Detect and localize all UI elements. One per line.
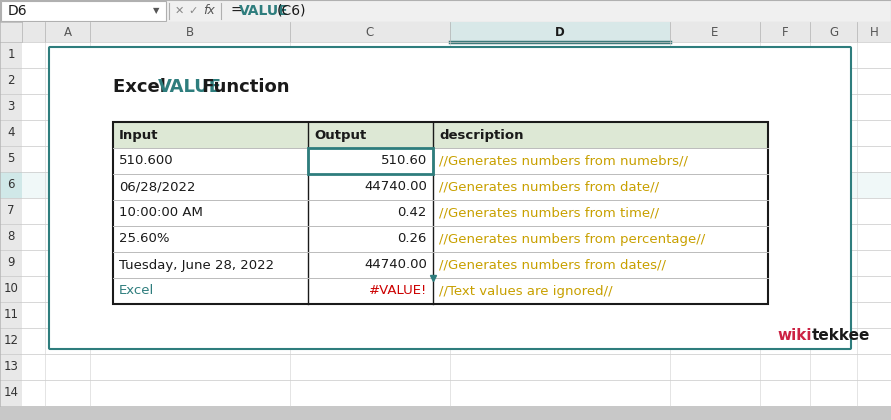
Text: 11: 11 [4,309,19,321]
Text: description: description [439,129,524,142]
Bar [0,146,22,172]
Text: F: F [781,26,789,39]
Text: 4: 4 [7,126,15,139]
Text: 06/28/2022: 06/28/2022 [119,181,195,194]
Text: //Generates numbers from percentage//: //Generates numbers from percentage// [439,233,706,246]
Bar [0,198,22,224]
Text: ▼: ▼ [152,6,159,16]
Text: 25.60%: 25.60% [119,233,169,246]
Text: 10:00:00 AM: 10:00:00 AM [119,207,203,220]
Text: 1: 1 [7,48,15,61]
Text: 44740.00: 44740.00 [364,258,427,271]
Bar [0,172,22,198]
Text: 44740.00: 44740.00 [364,181,427,194]
Bar [450,22,670,42]
Bar [0,302,22,328]
Text: ✓: ✓ [188,6,198,16]
Bar [0,250,22,276]
Bar [0,68,22,94]
Bar [1,1,166,21]
Text: 10: 10 [4,283,19,296]
Text: 6: 6 [7,178,15,192]
Text: tekkee: tekkee [812,328,871,342]
Text: wiki: wiki [778,328,812,342]
Text: Function: Function [195,78,289,96]
Bar [113,122,768,304]
Bar [0,0,891,22]
Text: G: G [829,26,838,39]
Text: //Generates numbers from date//: //Generates numbers from date// [439,181,659,194]
Bar [0,42,22,68]
Text: Excel: Excel [119,284,154,297]
Text: 0.42: 0.42 [397,207,427,220]
Text: 0.26: 0.26 [397,233,427,246]
Text: D6: D6 [8,4,28,18]
Text: #VALUE!: #VALUE! [369,284,427,297]
Bar [0,276,22,302]
Bar [0,224,22,250]
Text: 510.60: 510.60 [380,155,427,168]
Bar [0,120,22,146]
Text: H: H [870,26,879,39]
Text: 8: 8 [7,231,14,244]
Text: Input: Input [119,129,159,142]
Text: D: D [555,26,565,39]
Text: //Generates numbers from time//: //Generates numbers from time// [439,207,659,220]
Bar [113,122,768,148]
Bar [0,94,22,120]
Text: fx: fx [203,5,215,18]
Text: (C6): (C6) [277,4,307,18]
Text: E: E [711,26,719,39]
Text: A: A [63,26,71,39]
Text: 13: 13 [4,360,19,373]
Bar [0,172,22,198]
Bar [0,354,22,380]
Text: 7: 7 [7,205,15,218]
Text: VALUE: VALUE [239,4,289,18]
Text: VALUE: VALUE [158,78,222,96]
Text: B: B [186,26,194,39]
Text: 5: 5 [7,152,14,165]
FancyBboxPatch shape [49,47,851,349]
Bar [0,22,891,42]
Text: Excel: Excel [113,78,172,96]
Text: 2: 2 [7,74,15,87]
Text: 3: 3 [7,100,14,113]
Text: ✕: ✕ [175,6,184,16]
Bar [308,148,433,174]
Bar [22,172,891,198]
Text: //Text values are ignored//: //Text values are ignored// [439,284,613,297]
Text: 9: 9 [7,257,15,270]
Text: C: C [366,26,374,39]
Text: //Generates numbers from dates//: //Generates numbers from dates// [439,258,666,271]
Text: 14: 14 [4,386,19,399]
Text: Output: Output [314,129,366,142]
Bar [22,42,891,406]
Bar [0,380,22,406]
Bar [0,328,22,354]
Text: 12: 12 [4,334,19,347]
Text: 510.600: 510.600 [119,155,174,168]
Text: Tuesday, June 28, 2022: Tuesday, June 28, 2022 [119,258,274,271]
Text: //Generates numbers from numebrs//: //Generates numbers from numebrs// [439,155,688,168]
Text: =: = [231,4,242,18]
